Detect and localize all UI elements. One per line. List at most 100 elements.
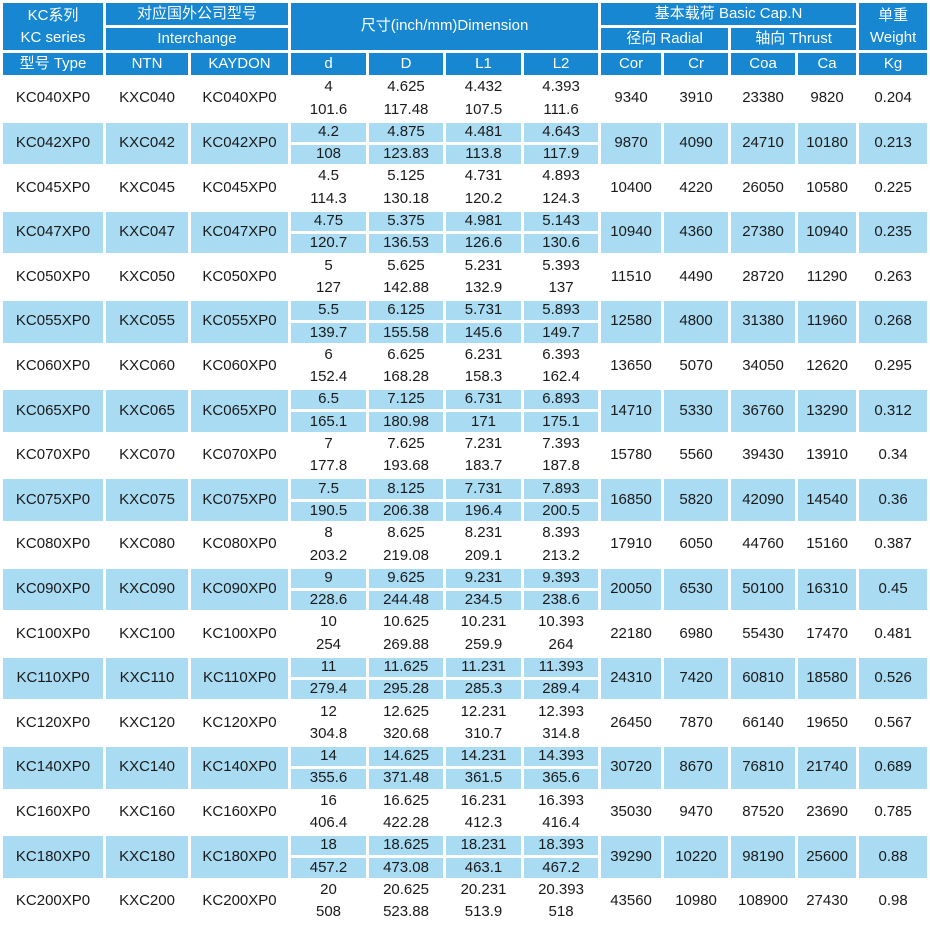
dim-d-mm-cell: 127 (291, 278, 367, 298)
model-cell: KC045XP0 (3, 167, 103, 209)
col-header-coa: Coa (731, 53, 796, 75)
ntn-cell: KXC110 (106, 657, 188, 700)
dim-D-mm-cell: 168.28 (369, 367, 444, 388)
kaydon-cell: KC140XP0 (191, 746, 289, 789)
dim-D-mm-cell: 422.28 (369, 813, 444, 834)
ca-cell: 15160 (798, 523, 857, 566)
dim-D-inch-cell: 9.625 (369, 568, 444, 588)
kaydon-cell: KC045XP0 (191, 167, 289, 209)
kg-cell: 0.567 (859, 702, 928, 744)
ca-cell: 18580 (798, 657, 857, 700)
model-cell: KC075XP0 (3, 479, 103, 521)
coa-cell: 50100 (731, 568, 796, 611)
dim-L2-mm-cell: 314.8 (524, 724, 599, 744)
dim-d-inch-cell: 8 (291, 523, 367, 544)
dim-L1-mm-cell: 183.7 (446, 457, 522, 477)
ntn-cell: KXC047 (106, 211, 188, 254)
cr-cell: 4490 (664, 256, 729, 298)
ca-cell: 10940 (798, 211, 857, 254)
series-header-en: KC series (20, 28, 86, 46)
dim-D-inch-cell: 20.625 (369, 880, 444, 900)
table-row-mm: 190.5 206.38 196.4 200.5 (3, 501, 927, 521)
model-cell: KC055XP0 (3, 300, 103, 343)
dim-L2-mm-cell: 137 (524, 278, 599, 298)
dim-L1-mm-cell: 361.5 (446, 769, 522, 789)
dim-d-inch-cell: 10 (291, 613, 367, 633)
cr-cell: 5330 (664, 390, 729, 432)
model-cell: KC100XP0 (3, 613, 103, 655)
dim-L1-mm-cell: 145.6 (446, 323, 522, 343)
table-row: KC042XP0 KXC042 KC042XP0 4.2 4.875 4.481 4.643… (3, 122, 928, 165)
dim-L1-mm-cell: 126.6 (446, 234, 522, 254)
dim-L1-inch-cell: 18.231 (446, 836, 522, 856)
kaydon-cell: KC042XP0 (191, 122, 289, 165)
dim-L1-inch-cell: 14.231 (446, 746, 522, 767)
kaydon-cell: KC110XP0 (191, 657, 289, 700)
dim-d-mm-cell: 101.6 (291, 100, 367, 120)
cr-cell: 10980 (664, 880, 729, 923)
kg-cell: 0.263 (859, 256, 928, 298)
model-cell: KC200XP0 (3, 880, 103, 923)
dim-L1-mm-cell: 463.1 (446, 858, 522, 878)
ntn-cell: KXC200 (106, 880, 188, 923)
model-cell: KC047XP0 (3, 211, 103, 254)
model-cell: KC140XP0 (3, 746, 103, 789)
dim-L1-mm-cell: 107.5 (446, 100, 522, 120)
dim-L1-inch-cell: 4.731 (446, 167, 522, 187)
ca-cell: 14540 (798, 479, 857, 521)
dim-L2-mm-cell: 117.9 (524, 144, 599, 165)
table-row-mm: 177.8 193.68 183.7 187.8 (3, 457, 927, 477)
dim-d-mm-cell: 120.7 (291, 234, 367, 254)
model-cell: KC180XP0 (3, 836, 103, 878)
dim-L1-inch-cell: 4.481 (446, 122, 522, 142)
ca-cell: 9820 (798, 78, 857, 120)
dim-L2-inch-cell: 4.393 (524, 78, 599, 98)
dim-D-inch-cell: 5.125 (369, 167, 444, 187)
table-row-mm: 114.3 130.18 120.2 124.3 (3, 189, 927, 209)
dim-D-mm-cell: 473.08 (369, 858, 444, 878)
ca-cell: 23690 (798, 791, 857, 834)
ntn-cell: KXC050 (106, 256, 188, 298)
table-row: KC050XP0 KXC050 KC050XP0 5 5.625 5.231 5.393 11… (3, 256, 928, 298)
coa-cell: 60810 (731, 657, 796, 700)
cor-cell: 9340 (601, 78, 662, 120)
col-header-D: D (369, 53, 444, 75)
cor-cell: 26450 (601, 702, 662, 744)
dim-L1-mm-cell: 234.5 (446, 590, 522, 611)
dim-D-inch-cell: 7.625 (369, 434, 444, 455)
dim-D-mm-cell: 117.48 (369, 100, 444, 120)
kg-cell: 0.526 (859, 657, 928, 700)
dim-d-mm-cell: 114.3 (291, 189, 367, 209)
table-row-mm: 355.6 371.48 361.5 365.6 (3, 769, 927, 789)
cr-cell: 7870 (664, 702, 729, 744)
kaydon-cell: KC200XP0 (191, 880, 289, 923)
ca-cell: 21740 (798, 746, 857, 789)
dim-L2-mm-cell: 365.6 (524, 769, 599, 789)
cor-cell: 24310 (601, 657, 662, 700)
dim-d-inch-cell: 18 (291, 836, 367, 856)
ca-cell: 19650 (798, 702, 857, 744)
ntn-cell: KXC080 (106, 523, 188, 566)
dim-L2-mm-cell: 130.6 (524, 234, 599, 254)
table-row: KC090XP0 KXC090 KC090XP0 9 9.625 9.231 9.393 20… (3, 568, 928, 611)
cr-cell: 5820 (664, 479, 729, 521)
dimension-header: 尺寸(inch/mm)Dimension (291, 3, 599, 50)
table-row: KC075XP0 KXC075 KC075XP0 7.5 8.125 7.731 7.893… (3, 479, 928, 521)
col-header-d: d (291, 53, 367, 75)
coa-cell: 34050 (731, 345, 796, 388)
dim-D-mm-cell: 320.68 (369, 724, 444, 744)
kg-cell: 0.225 (859, 167, 928, 209)
table-row: KC045XP0 KXC045 KC045XP0 4.5 5.125 4.731 4.893… (3, 167, 928, 209)
ntn-cell: KXC140 (106, 746, 188, 789)
dim-L1-inch-cell: 4.432 (446, 78, 522, 98)
kg-cell: 0.98 (859, 880, 928, 923)
col-header-L1: L1 (446, 53, 522, 75)
cr-cell: 4220 (664, 167, 729, 209)
ntn-cell: KXC100 (106, 613, 188, 655)
dim-D-mm-cell: 206.38 (369, 501, 444, 521)
cr-cell: 9470 (664, 791, 729, 834)
table-row: KC065XP0 KXC065 KC065XP0 6.5 7.125 6.731 6.893… (3, 390, 928, 432)
dim-D-inch-cell: 7.125 (369, 390, 444, 410)
dim-d-mm-cell: 406.4 (291, 813, 367, 834)
